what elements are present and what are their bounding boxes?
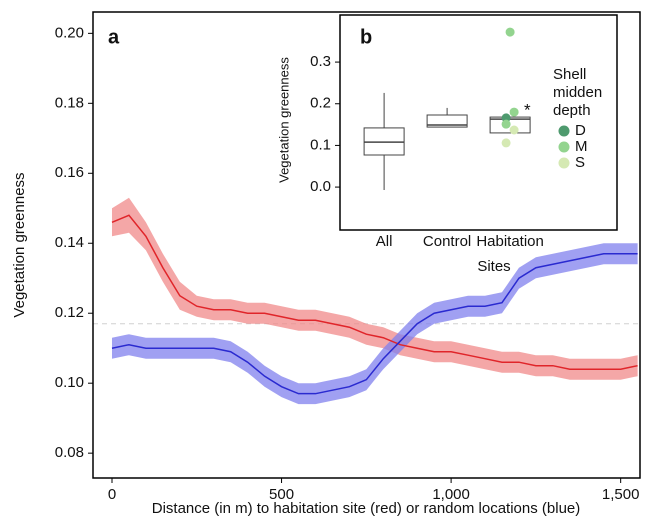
point (509, 125, 519, 135)
point (501, 113, 511, 123)
y-tick-label: 0.3 (310, 53, 331, 70)
y-axis-label: Vegetation greenness (276, 57, 291, 183)
x-tick-label: Control (423, 233, 471, 250)
x-tick-label: 0 (108, 486, 116, 503)
panel-label: b (360, 26, 372, 48)
legend-label: D (575, 122, 586, 139)
x-axis-label: Distance (in m) to habitation site (red)… (152, 500, 581, 517)
y-tick-label: 0.08 (55, 444, 84, 461)
x-tick-label: Habitation (476, 233, 544, 250)
point (505, 27, 515, 37)
y-tick-label: 0.10 (55, 374, 84, 391)
x-tick-label: All (376, 233, 393, 250)
inset-frame (339, 14, 618, 231)
box (426, 114, 468, 128)
legend-title: depth (553, 102, 591, 119)
y-tick-label: 0.18 (55, 94, 84, 111)
plot-frame (92, 11, 641, 479)
legend-label: S (575, 154, 585, 171)
panel-label: a (108, 26, 120, 48)
annotation: * (524, 100, 531, 119)
legend-marker (558, 141, 570, 153)
point (501, 119, 511, 129)
y-tick-label: 0.12 (55, 304, 84, 321)
legend-marker (558, 157, 570, 169)
legend-title: Shell (553, 66, 586, 83)
x-axis-label: Sites (477, 258, 510, 275)
y-tick-label: 0.0 (310, 178, 331, 195)
y-tick-label: 0.16 (55, 164, 84, 181)
x-tick-label: 1,000 (432, 486, 470, 503)
y-tick-label: 0.2 (310, 95, 331, 112)
legend-label: M (575, 138, 588, 155)
y-tick-label: 0.14 (55, 234, 84, 251)
x-tick-label: 500 (269, 486, 294, 503)
y-tick-label: 0.20 (55, 24, 84, 41)
y-tick-label: 0.1 (310, 136, 331, 153)
line (111, 252, 638, 395)
point (509, 107, 519, 117)
y-axis-label: Vegetation greenness (11, 172, 28, 317)
x-tick-label: 1,500 (602, 486, 640, 503)
legend-title: midden (553, 84, 602, 101)
confidence-band (111, 197, 638, 380)
confidence-band (111, 243, 638, 405)
line (111, 214, 638, 370)
point (501, 138, 511, 148)
legend-marker (558, 125, 570, 137)
